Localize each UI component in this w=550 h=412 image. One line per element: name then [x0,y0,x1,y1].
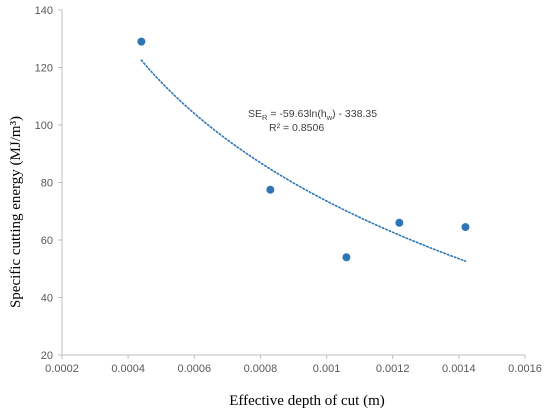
y-tick-label: 20 [41,350,53,362]
x-tick-label: 0.0004 [111,363,145,375]
x-tick-label: 0.0014 [442,363,476,375]
data-point [461,223,470,232]
r-squared-label: R² = 0.8506 [269,122,324,134]
data-points [137,37,470,262]
y-tick-labels: 20 40 60 80 100 120 140 [35,5,53,362]
x-tick-label: 0.0006 [177,363,211,375]
x-tick-label: 0.0008 [244,363,278,375]
axes [58,9,526,359]
x-tick-label: 0.001 [313,363,341,375]
x-tick-label: 0.0016 [508,363,542,375]
y-tick-label: 40 [41,293,53,305]
data-point [342,253,351,262]
x-tick-label: 0.0012 [376,363,410,375]
trendline [140,59,467,262]
x-tick-label: 0.0002 [45,363,79,375]
data-point [266,185,275,194]
y-tick-label: 120 [35,63,53,75]
data-point [137,37,146,46]
y-tick-label: 100 [35,120,53,132]
trendline-equation: SER = -59.63ln(hw) - 338.35 [248,108,377,122]
y-axis-title: Specific cutting energy (MJ/m³) [8,116,24,308]
y-tick-label: 60 [41,235,53,247]
y-tick-label: 80 [41,178,53,190]
y-tick-label: 140 [35,5,53,17]
data-point [395,218,404,227]
trendline-group [140,59,467,262]
x-tick-labels: 0.0002 0.0004 0.0006 0.0008 0.001 0.0012 0.001… [45,363,542,375]
x-axis-title: Effective depth of cut (m) [229,393,385,409]
